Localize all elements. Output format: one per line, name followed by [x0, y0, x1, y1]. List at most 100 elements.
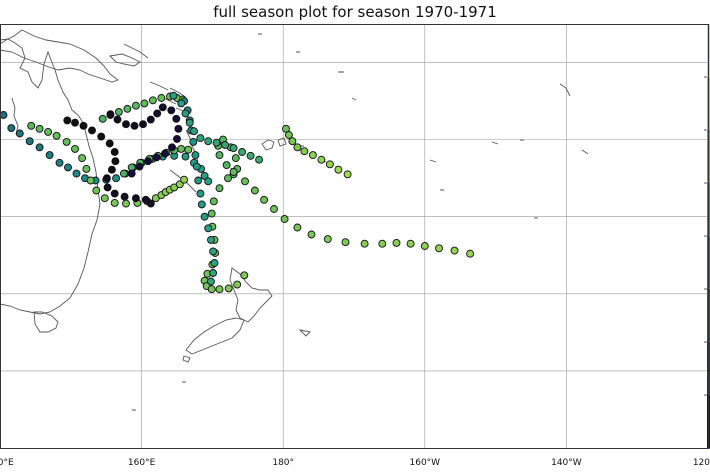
cape-york-coastline: [11, 97, 19, 135]
track-point-2-9: [343, 170, 352, 179]
track-point-10-4: [139, 120, 147, 129]
track-point-8-12: [255, 155, 264, 164]
track-point-2-0: [282, 124, 290, 133]
track-point-4-4: [62, 137, 71, 146]
track-point-6-13: [209, 247, 218, 256]
track-point-3-3: [15, 129, 24, 138]
track-point-5-6: [148, 96, 157, 105]
track-point-6-8: [196, 189, 205, 198]
track-point-8-6: [204, 137, 213, 146]
track-point-2-1: [284, 131, 293, 139]
track-point-7-9: [102, 174, 111, 183]
track-point-7-1: [71, 118, 79, 127]
track-point-3-6: [45, 151, 54, 160]
track-point-3-4: [25, 137, 34, 146]
track-point-4-10: [100, 194, 109, 203]
storm-track-2: [282, 124, 352, 179]
pacific-islets: [132, 33, 589, 411]
storm-tracks: [0, 91, 475, 294]
storm-track-6: [180, 97, 219, 286]
track-point-10-12: [168, 143, 176, 152]
track-point-2-6: [317, 155, 326, 164]
track-point-0-10: [209, 197, 218, 206]
track-point-10-16: [135, 162, 144, 171]
track-point-8-11: [246, 151, 255, 160]
track-point-6-4: [189, 137, 198, 146]
track-point-3-23: [200, 171, 209, 180]
lon-tick-label-2: 180°: [272, 458, 294, 468]
track-point-1-15: [435, 244, 443, 253]
lon-tick-label-5: 120: [693, 458, 710, 468]
track-point-7-7: [111, 157, 120, 166]
track-point-4-1: [35, 124, 44, 133]
track-point-7-2: [79, 121, 88, 130]
track-point-7-6: [110, 148, 119, 156]
new-ireland-coastline: [123, 43, 149, 59]
track-point-10-15: [144, 157, 152, 166]
track-point-5-2: [114, 107, 123, 116]
fiji-coastline: [261, 137, 287, 151]
track-point-1-0: [229, 168, 238, 176]
track-point-8-8: [221, 141, 230, 149]
track-point-4-2: [44, 127, 53, 136]
colorbar: [704, 24, 710, 449]
track-point-1-11: [378, 239, 387, 248]
track-point-10-7: [158, 103, 167, 112]
track-point-7-12: [120, 192, 129, 201]
map-title: full season plot for season 1970-1971: [213, 3, 497, 21]
track-point-0-20: [215, 285, 224, 294]
track-point-7-3: [88, 126, 96, 135]
track-point-3-20: [181, 152, 190, 161]
track-point-1-3: [260, 195, 269, 204]
track-point-1-9: [341, 238, 350, 247]
track-point-3-24: [204, 177, 213, 186]
track-point-3-9: [72, 169, 81, 178]
track-point-7-11: [110, 189, 119, 198]
storm-track-0: [200, 135, 249, 294]
track-point-8-0: [169, 91, 178, 100]
track-point-8-9: [229, 144, 238, 153]
track-point-9-0: [119, 169, 128, 178]
track-point-6-9: [197, 200, 206, 209]
track-point-3-7: [55, 158, 64, 167]
track-point-6-15: [209, 269, 218, 277]
track-point-4-5: [71, 144, 79, 153]
track-point-1-14: [420, 242, 429, 250]
track-point-1-5: [280, 215, 289, 223]
tasmania-coastline: [33, 311, 59, 333]
track-point-5-3: [123, 104, 132, 113]
coastlines: [0, 29, 589, 411]
track-point-7-10: [103, 183, 112, 192]
nz-north-island-coastline: [229, 267, 273, 323]
track-point-2-3: [293, 143, 302, 152]
track-point-0-19: [207, 285, 216, 294]
track-point-10-3: [130, 121, 139, 130]
track-point-8-7: [212, 138, 221, 147]
track-point-7-5: [105, 139, 114, 148]
track-point-4-11: [110, 198, 119, 207]
track-point-1-17: [466, 249, 475, 258]
solomon-islands-coastline: [149, 81, 187, 113]
track-point-8-4: [190, 127, 198, 136]
track-point-10-5: [146, 115, 155, 124]
track-point-2-8: [334, 165, 343, 174]
track-point-7-0: [63, 116, 72, 125]
track-point-10-8: [167, 106, 176, 115]
track-point-1-8: [323, 235, 332, 244]
track-point-4-21: [180, 175, 189, 184]
lon-tick-label-0: 140°E: [0, 458, 14, 468]
track-point-10-1: [113, 115, 122, 124]
track-point-10-6: [153, 109, 162, 118]
track-point-2-2: [288, 137, 297, 146]
track-point-7-8: [107, 165, 116, 174]
track-point-0-22: [233, 280, 242, 289]
track-point-3-2: [7, 124, 16, 133]
axis-labels: 140°E 160°E 180° 160°W 140°W 120: [0, 458, 710, 468]
track-point-7-4: [97, 132, 106, 141]
track-point-1-7: [307, 230, 316, 239]
track-point-1-13: [406, 239, 415, 248]
track-point-2-7: [325, 160, 334, 169]
track-point-6-12: [207, 235, 215, 244]
track-point-5-7: [157, 94, 166, 102]
new-britain-coastline: [109, 53, 141, 67]
